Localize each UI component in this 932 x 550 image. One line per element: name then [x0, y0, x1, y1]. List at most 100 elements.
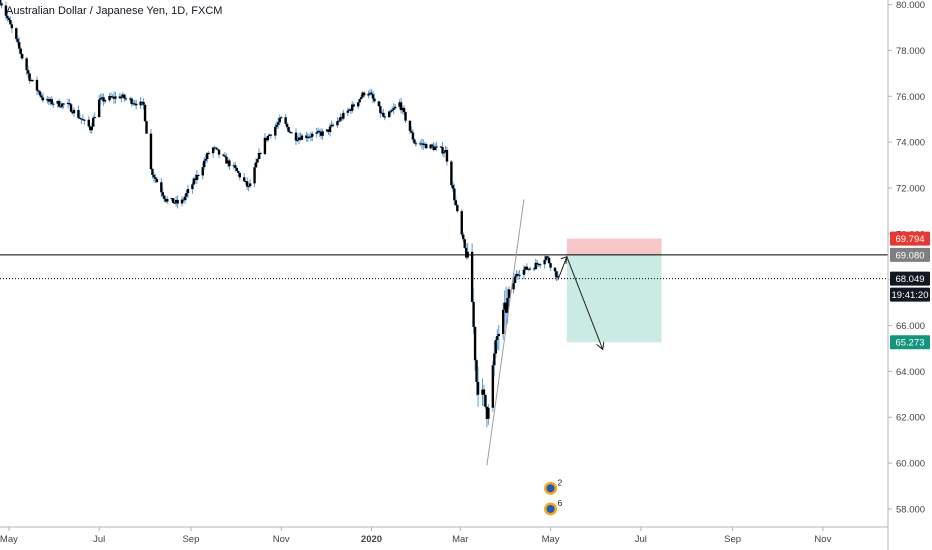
candle: [56, 101, 59, 104]
candle: [399, 102, 403, 111]
candle: [201, 167, 204, 176]
candle: [462, 234, 465, 240]
candle: [130, 98, 133, 104]
candle: [248, 183, 252, 187]
candle: [388, 111, 391, 118]
candle: [475, 360, 478, 382]
candle: [217, 149, 221, 155]
candle: [123, 94, 126, 99]
candle: [0, 3, 3, 6]
candle: [507, 289, 511, 299]
candle: [237, 171, 240, 173]
candle: [402, 107, 406, 113]
candle: [425, 144, 428, 149]
candle: [337, 120, 341, 122]
candle: [342, 112, 345, 119]
price-label-text: 69.794: [895, 234, 924, 245]
candle: [204, 159, 207, 161]
candle: [349, 109, 352, 111]
candle: [290, 132, 293, 134]
candle: [309, 136, 312, 138]
candle: [515, 274, 518, 277]
time-tick-label: Nov: [273, 534, 290, 545]
candle: [58, 101, 61, 107]
price-tick-label: 80.000: [896, 0, 925, 11]
candle: [359, 97, 363, 100]
event-flag-icon: [546, 484, 555, 493]
candle: [83, 119, 86, 121]
candle: [346, 110, 349, 113]
candle: [330, 124, 333, 127]
price-label-text: 68.049: [895, 274, 924, 285]
candle: [392, 108, 395, 110]
candle: [35, 79, 39, 91]
candle: [81, 119, 85, 121]
candle: [124, 98, 127, 100]
candle: [543, 259, 546, 265]
candle: [68, 102, 71, 105]
price-tick-label: 78.000: [896, 46, 925, 57]
candle: [268, 134, 271, 137]
candle: [410, 130, 413, 133]
candle: [247, 186, 250, 188]
candle: [26, 70, 30, 74]
candle: [430, 144, 434, 147]
candle: [361, 92, 364, 98]
candle: [275, 124, 278, 128]
time-tick-label: Jul: [93, 534, 105, 545]
price-label-text: 65.273: [895, 338, 924, 349]
candle: [278, 118, 281, 123]
candle: [72, 110, 76, 114]
candle: [456, 205, 459, 212]
candle: [442, 152, 446, 154]
candle: [401, 107, 404, 111]
candle: [92, 117, 95, 127]
candle: [66, 102, 70, 105]
candle: [78, 117, 82, 119]
candle: [441, 147, 444, 154]
candle: [420, 143, 423, 145]
candle: [336, 121, 339, 126]
candle: [90, 126, 93, 131]
time-tick-label: Jul: [635, 534, 647, 545]
candle: [327, 129, 330, 133]
candle: [120, 96, 123, 99]
candle: [213, 147, 216, 149]
candle: [257, 153, 261, 160]
take-profit-zone[interactable]: [566, 254, 662, 343]
candle: [4, 5, 8, 16]
candle: [370, 92, 373, 95]
candle: [6, 15, 9, 19]
candle: [16, 38, 19, 43]
candle: [222, 154, 225, 156]
candle: [528, 268, 532, 270]
candle: [340, 117, 344, 119]
candle: [432, 146, 435, 150]
candle: [433, 147, 437, 150]
event-badge-count: 2: [558, 477, 563, 487]
candle: [522, 269, 526, 275]
price-tick-label: 76.000: [896, 92, 925, 103]
trend-line[interactable]: [486, 199, 525, 466]
candle: [484, 394, 487, 407]
candle: [435, 146, 438, 148]
candle: [269, 134, 273, 136]
candle: [161, 192, 164, 196]
candle: [277, 122, 280, 125]
candle: [49, 99, 52, 102]
candle: [37, 90, 40, 92]
price-tick-label: 60.000: [896, 459, 925, 470]
candle: [129, 98, 132, 100]
candle: [245, 181, 249, 187]
candle: [518, 274, 521, 276]
candle: [47, 99, 51, 102]
candle: [413, 139, 416, 144]
time-tick-label: Mar: [452, 534, 468, 545]
candle: [166, 198, 169, 202]
candle: [373, 98, 376, 102]
candle: [207, 153, 210, 155]
stop-loss-zone[interactable]: [566, 238, 662, 255]
price-tick-label: 66.000: [896, 321, 925, 332]
candle: [21, 54, 24, 59]
